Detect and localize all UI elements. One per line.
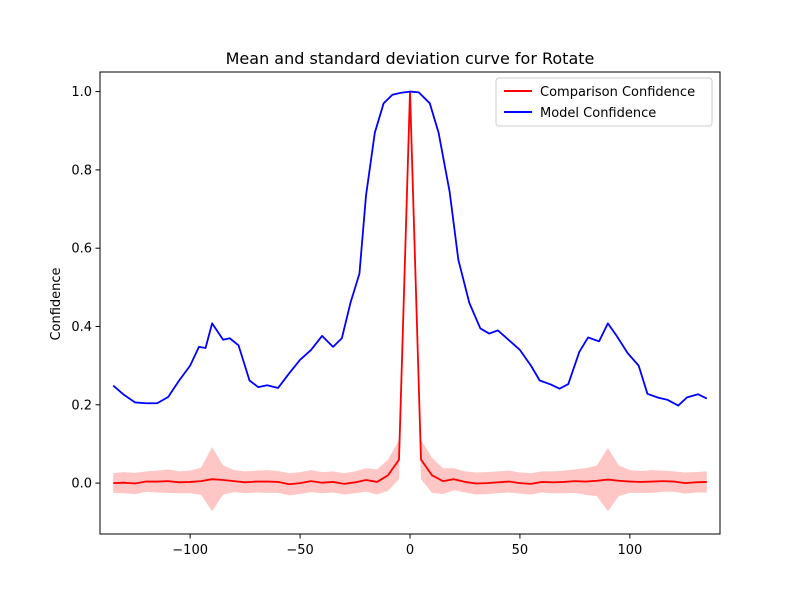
x-tick-label: −100 [172,543,208,558]
x-tick-label: 50 [512,543,529,558]
y-axis-label: Confidence [49,267,64,340]
y-tick-label: 1.0 [71,85,92,100]
y-tick-label: 0.4 [71,320,92,335]
y-tick-label: 0.0 [71,477,92,492]
legend-box [495,77,713,127]
legend-label: Model Confidence [540,106,656,121]
y-tick-label: 0.2 [71,398,92,413]
plot-content [112,90,708,512]
legend: Comparison Confidence Model Confidence [495,77,713,127]
y-tick-label: 0.8 [71,163,92,178]
y-tick-label: 0.6 [71,242,92,257]
chart-title: Mean and standard deviation curve for Ro… [226,49,595,68]
legend-label: Comparison Confidence [540,85,695,100]
x-tick-label: 100 [617,543,642,558]
x-tick-label: 0 [406,543,414,558]
x-tick-label: −50 [286,543,313,558]
series-line-1 [112,90,708,407]
axes: −100 −50 0 50 100 0.0 0.2 0.4 0.6 0.8 1.0 [71,71,721,558]
